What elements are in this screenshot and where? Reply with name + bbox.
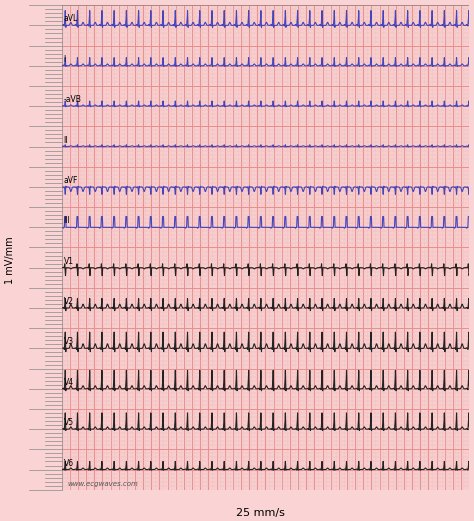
Text: aVF: aVF: [64, 176, 78, 185]
Text: 25 mm/s: 25 mm/s: [236, 508, 285, 518]
Text: -aVB: -aVB: [64, 95, 82, 104]
Text: 1 mV/mm: 1 mV/mm: [5, 237, 15, 284]
Text: V4: V4: [64, 378, 74, 387]
Text: II: II: [64, 135, 68, 144]
Text: III: III: [64, 216, 71, 225]
Text: V5: V5: [64, 418, 74, 427]
Text: I: I: [64, 55, 66, 64]
Text: V2: V2: [64, 297, 73, 306]
Text: V1: V1: [64, 257, 73, 266]
Text: www.ecgwaves.com: www.ecgwaves.com: [68, 480, 138, 487]
Text: V3: V3: [64, 338, 74, 346]
Text: V6: V6: [64, 458, 74, 467]
Text: aVL: aVL: [64, 15, 78, 23]
